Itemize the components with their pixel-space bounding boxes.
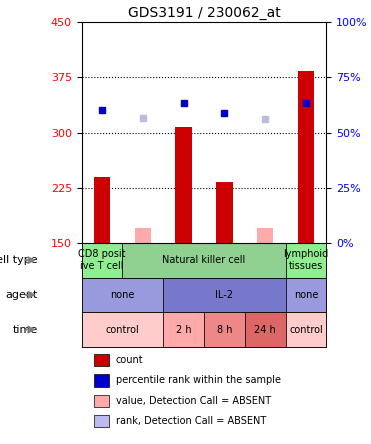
FancyBboxPatch shape	[82, 312, 163, 347]
FancyBboxPatch shape	[286, 312, 326, 347]
FancyBboxPatch shape	[286, 278, 326, 312]
Text: Natural killer cell: Natural killer cell	[162, 255, 246, 265]
Bar	[175, 127, 192, 243]
Text: IL-2: IL-2	[216, 290, 233, 300]
Bar	[257, 228, 273, 243]
FancyBboxPatch shape	[204, 312, 245, 347]
Bar	[94, 395, 109, 407]
Text: count: count	[116, 355, 144, 365]
Text: 24 h: 24 h	[255, 325, 276, 334]
Bar	[135, 228, 151, 243]
FancyBboxPatch shape	[245, 312, 286, 347]
FancyBboxPatch shape	[122, 243, 286, 278]
Text: agent: agent	[5, 290, 37, 300]
Text: none: none	[110, 290, 135, 300]
Text: 2 h: 2 h	[176, 325, 191, 334]
Bar	[94, 374, 109, 387]
Text: none: none	[294, 290, 318, 300]
FancyBboxPatch shape	[163, 312, 204, 347]
Text: value, Detection Call = ABSENT: value, Detection Call = ABSENT	[116, 396, 271, 406]
Text: cell type: cell type	[0, 255, 37, 265]
Text: control: control	[106, 325, 139, 334]
Text: rank, Detection Call = ABSENT: rank, Detection Call = ABSENT	[116, 416, 266, 426]
Text: percentile rank within the sample: percentile rank within the sample	[116, 375, 281, 385]
Title: GDS3191 / 230062_at: GDS3191 / 230062_at	[128, 6, 280, 20]
Text: CD8 posit
ive T cell: CD8 posit ive T cell	[78, 250, 126, 271]
Bar	[94, 177, 110, 243]
FancyBboxPatch shape	[286, 243, 326, 278]
Text: time: time	[12, 325, 37, 334]
FancyBboxPatch shape	[82, 243, 122, 278]
Bar	[94, 354, 109, 366]
Bar	[94, 415, 109, 427]
FancyBboxPatch shape	[163, 278, 286, 312]
Text: control: control	[289, 325, 323, 334]
Bar	[216, 182, 233, 243]
Text: lymphoid
tissues: lymphoid tissues	[283, 250, 329, 271]
Text: 8 h: 8 h	[217, 325, 232, 334]
Bar	[298, 71, 314, 243]
FancyBboxPatch shape	[82, 278, 163, 312]
